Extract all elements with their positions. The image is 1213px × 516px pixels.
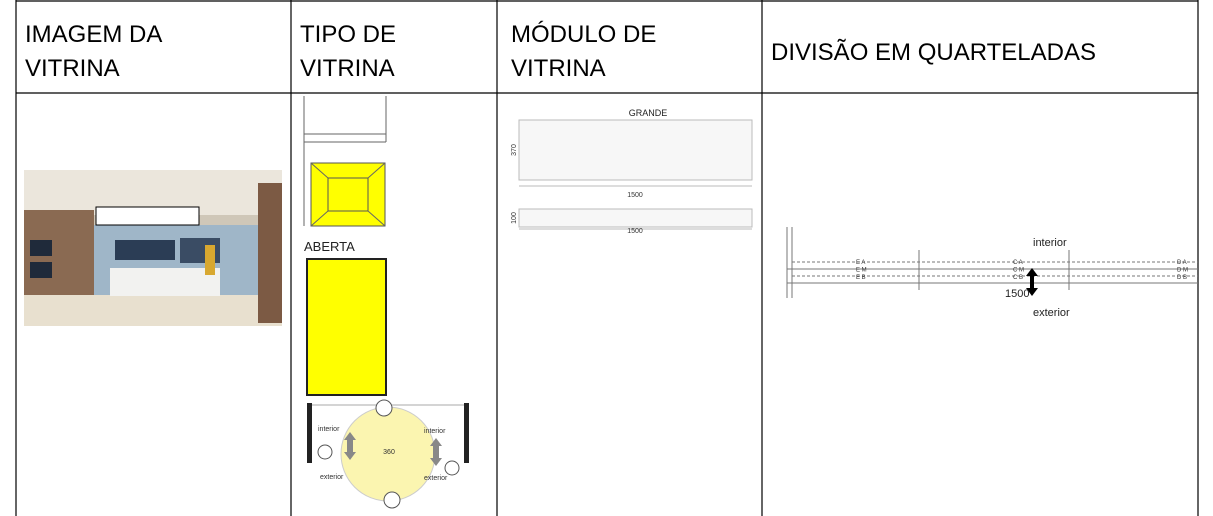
quartelada-code: C M (1013, 268, 1024, 274)
shape (327, 177, 369, 212)
diagram-label: interior (424, 428, 446, 435)
division-width: 1500 (1005, 288, 1029, 300)
shape (375, 399, 393, 417)
shape (30, 262, 52, 278)
shape (317, 444, 333, 460)
shape (1026, 268, 1038, 296)
shape (310, 162, 329, 179)
shape (518, 119, 753, 181)
header: MÓDULO DE (511, 21, 656, 48)
module-dim: 1500 (627, 192, 643, 199)
shape (258, 183, 282, 323)
shape (307, 403, 312, 463)
quartelada-code: E A (856, 260, 865, 266)
shape (115, 240, 175, 260)
shape (344, 432, 356, 460)
shape (30, 240, 52, 256)
module-title: GRANDE (629, 108, 668, 118)
vitrine-top-drawing (303, 96, 387, 227)
shape (95, 206, 200, 226)
header: IMAGEM DA (25, 21, 162, 48)
header: VITRINA (511, 55, 606, 82)
shape (383, 491, 401, 509)
vitrine-open (306, 258, 387, 396)
header: TIPO DE (300, 21, 396, 48)
quartelada-code: D A (1177, 260, 1187, 266)
quartelada-code: D M (1177, 268, 1188, 274)
shape (205, 245, 215, 275)
diagram-label: exterior (424, 475, 448, 482)
shape (464, 403, 469, 463)
vitrine-label: ABERTA (304, 239, 355, 254)
quartelada-code: E M (856, 268, 867, 274)
quartelada-code: C B (1013, 275, 1023, 281)
shape (518, 208, 753, 228)
store-photo (24, 170, 282, 326)
shape (367, 210, 386, 227)
shape (367, 162, 386, 179)
division-drawing (786, 227, 1198, 298)
header: VITRINA (25, 55, 120, 82)
shape (430, 438, 442, 466)
diagram-label: exterior (320, 474, 344, 481)
shape (110, 268, 220, 296)
quartelada-code: D B (1177, 275, 1187, 281)
module-drawing (518, 119, 753, 230)
module-dim: 1500 (627, 228, 643, 235)
table-grid (15, 0, 1199, 516)
shape (310, 210, 329, 227)
module-dim: 370 (511, 144, 518, 156)
quartelada-code: C A (1013, 260, 1023, 266)
division-codes: E A E ME B C A C MC B D A D MD B (856, 260, 1188, 281)
division-label: exterior (1033, 307, 1070, 319)
module-dim: 100 (511, 212, 518, 224)
diagram-label: interior (318, 426, 340, 433)
diagram-label: 360 (383, 449, 395, 456)
shape (444, 460, 460, 476)
vitrine-360-diagram (307, 399, 469, 509)
quartelada-code: E B (856, 275, 866, 281)
division-label: interior (1033, 237, 1067, 249)
header: VITRINA (300, 55, 395, 82)
header: DIVISÃO EM QUARTELADAS (771, 39, 1096, 66)
